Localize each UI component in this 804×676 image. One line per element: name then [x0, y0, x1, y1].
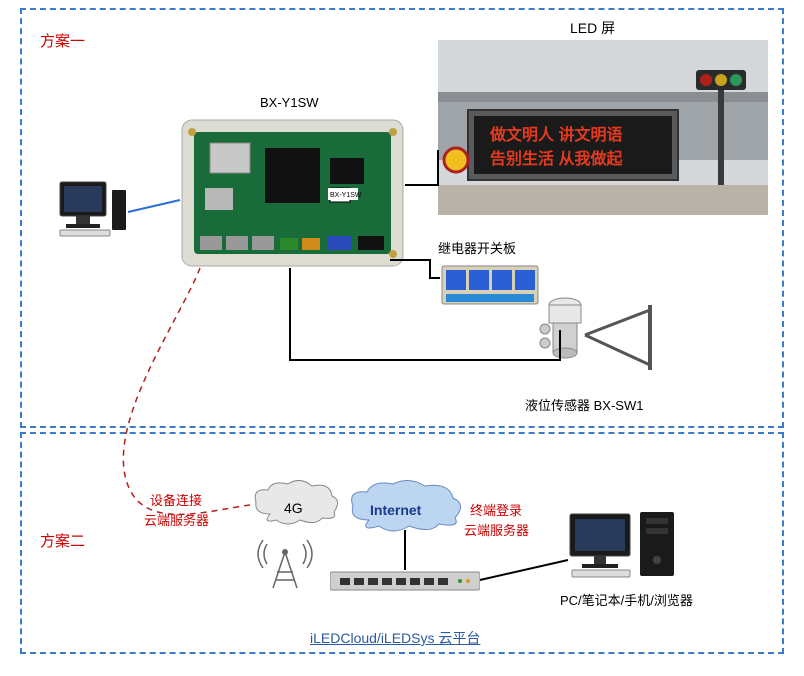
label-pc: PC/笔记本/手机/浏览器 [560, 590, 693, 609]
label-plan1: 方案一 [40, 30, 85, 51]
label-4g: 4G [284, 500, 303, 516]
label-bxy1sw: BX-Y1SW [260, 95, 319, 110]
label-led-title: LED 屏 [570, 18, 615, 38]
label-term-1: 终端登录 [470, 500, 522, 519]
device-pc-right [568, 510, 678, 580]
label-term-2: 云端服务器 [464, 520, 529, 539]
controller-model-text: BX-Y1SW [330, 192, 362, 199]
device-network-switch [330, 570, 480, 592]
device-led-sign: 做文明人 讲文明语 告别生活 从我做起 [438, 40, 768, 215]
label-relay: 继电器开关板 [438, 238, 516, 257]
led-line-1: 做文明人 讲文明语 [489, 125, 622, 144]
label-internet: Internet [370, 502, 421, 518]
device-liquid-sensor [535, 295, 655, 390]
device-radio-tower [255, 530, 315, 590]
led-line-2: 告别生活 从我做起 [490, 149, 623, 168]
label-cloud-conn-2: 云端服务器 [144, 510, 209, 529]
label-sensor: 液位传感器 BX-SW1 [525, 395, 643, 414]
label-plan2: 方案二 [40, 530, 85, 551]
device-pc-left [58, 180, 128, 238]
device-relay-board [440, 258, 540, 308]
label-cloud-conn-1: 设备连接 [150, 490, 202, 509]
device-controller-bxy1sw: BX-Y1SW [180, 118, 405, 268]
link-platform[interactable]: iLEDCloud/iLEDSys 云平台 [310, 628, 480, 648]
